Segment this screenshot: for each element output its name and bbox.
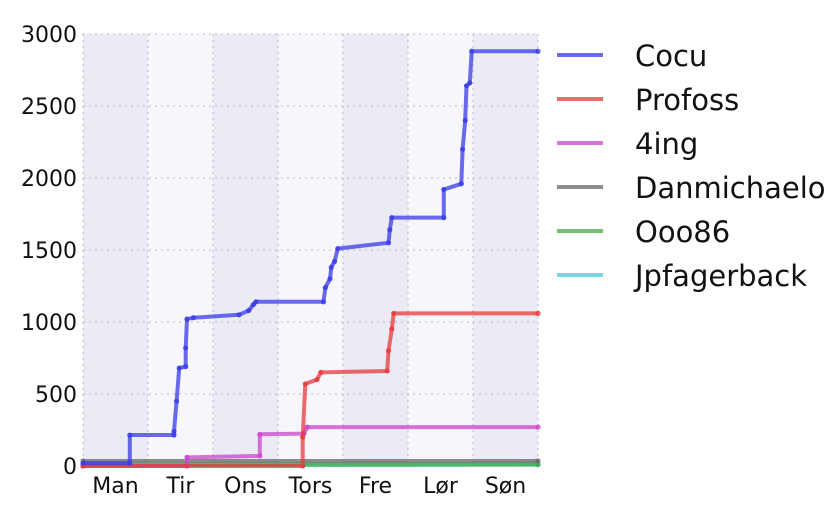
data-point-4ing <box>535 424 541 430</box>
legend-label: 4ing <box>635 127 698 161</box>
data-point-profoss <box>318 369 324 375</box>
data-point-cocu <box>183 364 189 370</box>
data-point-4ing <box>184 454 190 460</box>
data-point-cocu <box>460 146 466 152</box>
y-tick-label: 3000 <box>21 23 77 48</box>
data-point-cocu <box>328 264 334 270</box>
data-series <box>80 48 541 469</box>
data-point-cocu <box>441 215 447 221</box>
data-point-cocu <box>236 312 242 318</box>
y-tick-label: 2500 <box>21 95 77 120</box>
data-point-cocu <box>171 432 177 438</box>
data-point-cocu <box>320 299 327 305</box>
day-bands <box>83 34 538 466</box>
data-point-profoss <box>302 381 308 387</box>
y-tick-label: 500 <box>35 383 77 408</box>
data-point-cocu <box>253 299 259 305</box>
data-point-cocu <box>80 460 86 466</box>
data-point-cocu <box>127 432 133 438</box>
data-point-profoss <box>389 326 395 332</box>
data-point-cocu <box>322 284 329 291</box>
x-tick-label: Man <box>92 474 138 499</box>
legend-label: Profoss <box>635 83 739 117</box>
data-point-profoss <box>384 368 390 374</box>
data-point-cocu <box>176 365 182 371</box>
data-point-cocu <box>385 240 392 246</box>
data-point-4ing <box>257 431 263 437</box>
data-point-profoss <box>300 434 306 440</box>
data-point-danmichaelo <box>535 458 541 464</box>
data-point-profoss <box>535 310 541 316</box>
x-tick-label: Søn <box>485 474 526 499</box>
data-point-cocu <box>469 48 475 54</box>
y-tick-label: 1000 <box>21 311 77 336</box>
data-point-cocu <box>458 181 464 187</box>
x-tick-label: Tors <box>288 474 333 499</box>
data-point-cocu <box>535 48 541 54</box>
x-tick-label: Fre <box>359 474 392 499</box>
data-point-cocu <box>331 258 338 265</box>
y-axis-ticks: 0 500 1000 1500 2000 2500 3000 <box>21 23 77 480</box>
data-point-cocu <box>127 460 133 466</box>
data-point-cocu <box>389 215 395 221</box>
x-axis-ticks: Man Tir Ons Tors Fre Lør Søn <box>92 474 526 499</box>
data-point-4ing <box>304 424 310 430</box>
data-point-cocu <box>462 117 468 123</box>
data-point-cocu <box>174 398 180 404</box>
data-point-cocu <box>183 345 189 351</box>
data-point-profoss <box>385 348 392 354</box>
legend-label: Jpfagerback <box>633 259 807 293</box>
data-point-cocu <box>190 315 197 321</box>
data-point-cocu <box>327 276 333 282</box>
data-point-cocu <box>441 186 447 193</box>
data-point-profoss <box>314 377 320 383</box>
data-point-cocu <box>467 80 473 86</box>
y-tick-label: 0 <box>63 455 77 480</box>
x-tick-label: Ons <box>224 474 267 499</box>
data-point-cocu <box>246 307 252 314</box>
data-point-cocu <box>171 428 177 435</box>
data-point-4ing <box>257 453 263 459</box>
data-point-cocu <box>335 245 341 252</box>
day-band <box>343 34 408 466</box>
x-tick-label: Lør <box>423 474 459 499</box>
data-point-profoss <box>391 310 397 316</box>
legend-label: Ooo86 <box>635 215 730 249</box>
data-point-cocu <box>184 316 190 322</box>
x-tick-label: Tir <box>166 474 196 499</box>
data-point-profoss <box>300 463 306 469</box>
y-tick-label: 2000 <box>21 167 77 192</box>
data-point-cocu <box>387 227 393 233</box>
day-band <box>408 34 473 466</box>
legend: Cocu Profoss 4ing Danmichaelo Ooo86 Jpfagerba… <box>557 39 826 293</box>
legend-label: Cocu <box>635 39 707 73</box>
y-tick-label: 1500 <box>21 239 77 264</box>
legend-label: Danmichaelo <box>635 171 826 205</box>
